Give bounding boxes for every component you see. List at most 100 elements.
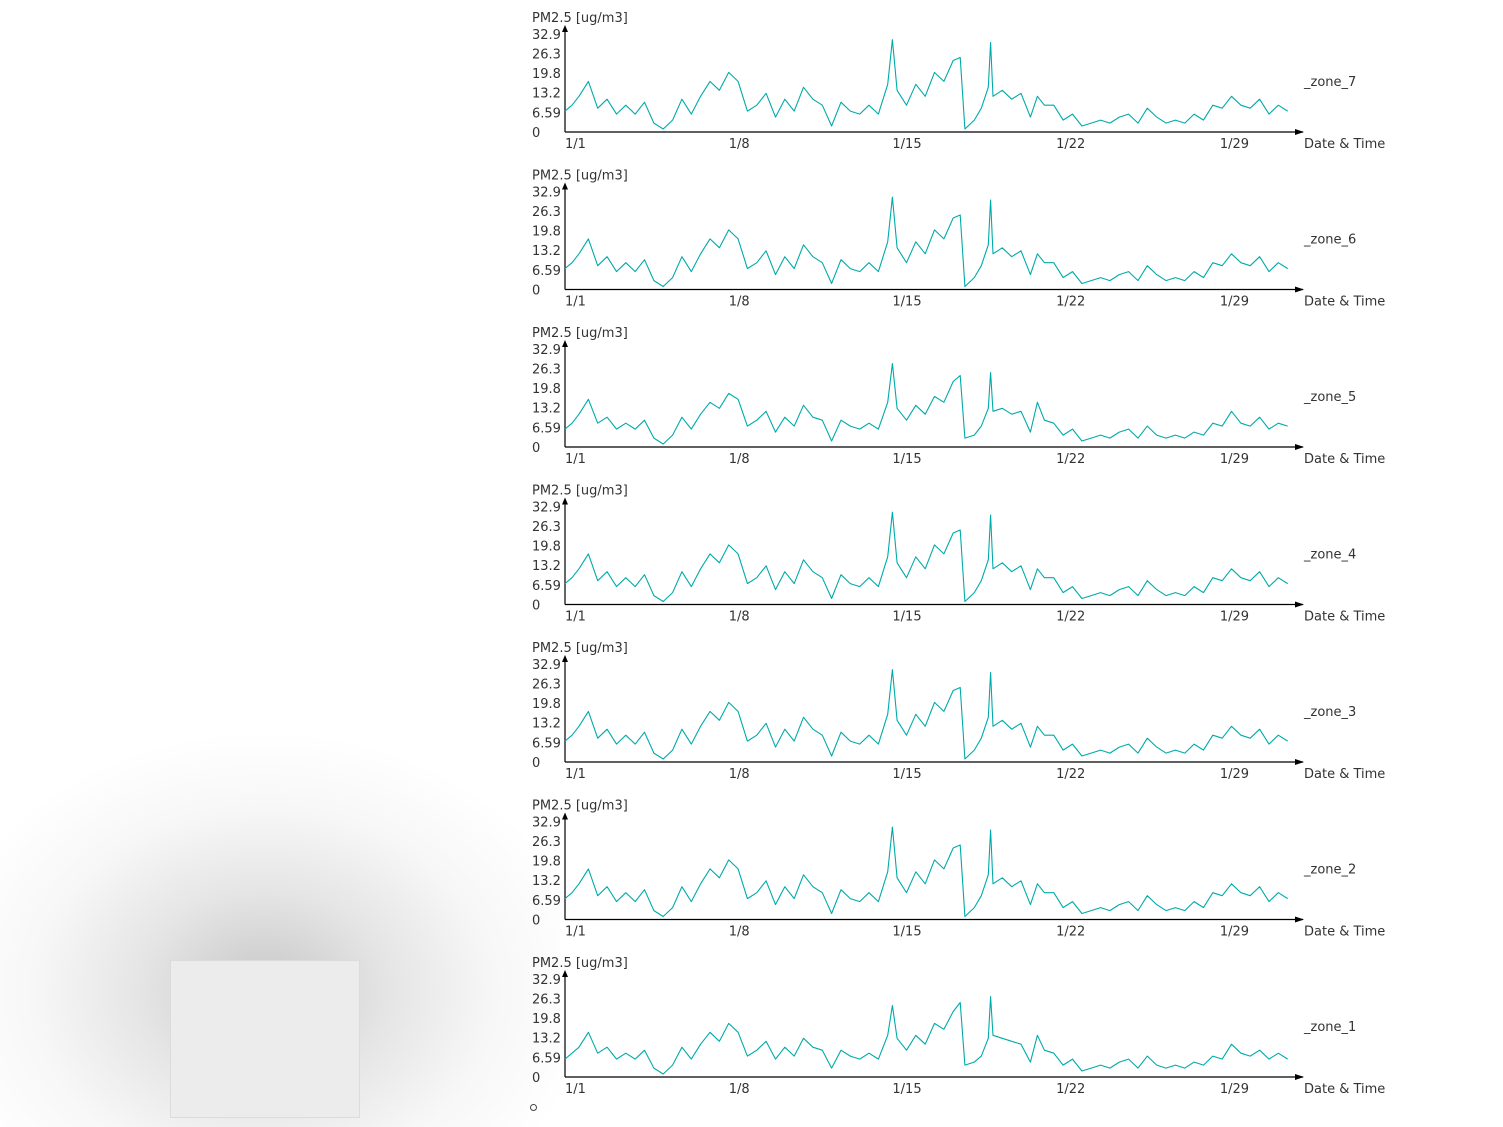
- y-tick-label: 19.8: [532, 225, 561, 240]
- pm25-series-line: [564, 39, 1288, 130]
- x-tick-label: 1/22: [1056, 137, 1085, 152]
- y-tick-label: 6.59: [532, 264, 561, 279]
- x-axis-label: Date & Time: [1304, 452, 1385, 467]
- y-axis-label: PM2.5 [ug/m3]: [532, 641, 628, 656]
- x-tick-label: 1/29: [1220, 767, 1249, 782]
- y-tick-label: 6.59: [532, 1051, 561, 1066]
- pm25-series-line: [564, 196, 1288, 288]
- origin-marker: [530, 1104, 537, 1111]
- building-box-3d[interactable]: [170, 960, 360, 1118]
- zone-label: _zone_6: [1303, 233, 1356, 248]
- y-tick-label: 26.3: [532, 993, 561, 1008]
- y-tick-label: 26.3: [532, 678, 561, 693]
- x-tick-label: 1/8: [729, 137, 750, 152]
- y-tick-label: 19.8: [532, 697, 561, 712]
- y-axis-label: PM2.5 [ug/m3]: [532, 799, 628, 814]
- x-tick-label: 1/22: [1056, 767, 1085, 782]
- x-tick-label: 1/22: [1056, 1082, 1085, 1097]
- pm25-series-line: [564, 996, 1288, 1075]
- y-tick-label: 26.3: [532, 48, 561, 63]
- y-axis-arrow: [562, 655, 568, 662]
- y-tick-label: 32.9: [532, 501, 561, 516]
- y-tick-label: 19.8: [532, 67, 561, 82]
- y-tick-label: 32.9: [532, 343, 561, 358]
- y-axis-arrow: [562, 497, 568, 505]
- x-axis-arrow: [1295, 1074, 1304, 1080]
- x-tick-label: 1/1: [565, 452, 586, 467]
- x-tick-label: 1/8: [729, 767, 750, 782]
- zone-label: _zone_5: [1303, 390, 1356, 405]
- x-tick-label: 1/15: [892, 137, 921, 152]
- y-tick-label: 0: [532, 599, 540, 614]
- x-axis-label: Date & Time: [1304, 137, 1385, 152]
- chart-panel-zone_3: PM2.5 [ug/m3] 32.9 26.3 19.8 13.2 6.59 0 1/1 1/8…: [532, 641, 1385, 782]
- x-tick-label: 1/1: [565, 610, 586, 625]
- x-tick-label: 1/22: [1056, 925, 1085, 940]
- x-tick-label: 1/15: [892, 295, 921, 310]
- y-tick-label: 19.8: [532, 1012, 561, 1027]
- x-axis-arrow: [1295, 286, 1304, 293]
- y-tick-label: 13.2: [532, 244, 561, 259]
- x-tick-label: 1/1: [565, 767, 586, 782]
- y-tick-label: 0: [532, 441, 540, 456]
- zone-label: _zone_3: [1303, 705, 1356, 720]
- chart-panel-zone_5: PM2.5 [ug/m3] 32.9 26.3 19.8 13.2 6.59 0 1/1 1/8…: [532, 326, 1385, 467]
- x-axis-arrow: [1295, 759, 1304, 765]
- x-tick-label: 1/15: [892, 925, 921, 940]
- y-tick-label: 13.2: [532, 87, 561, 102]
- x-axis-arrow: [1295, 916, 1304, 923]
- y-tick-label: 19.8: [532, 540, 561, 555]
- y-axis-arrow: [562, 970, 568, 977]
- y-tick-label: 0: [532, 126, 540, 141]
- x-axis-label: Date & Time: [1304, 610, 1385, 625]
- x-tick-label: 1/15: [892, 452, 921, 467]
- y-tick-label: 26.3: [532, 205, 561, 220]
- y-tick-label: 13.2: [532, 717, 561, 732]
- y-axis-label: PM2.5 [ug/m3]: [532, 11, 628, 26]
- x-tick-label: 1/22: [1056, 295, 1085, 310]
- x-tick-label: 1/29: [1220, 925, 1249, 940]
- y-axis-arrow: [562, 812, 568, 820]
- y-tick-label: 13.2: [532, 874, 561, 889]
- x-tick-label: 1/15: [892, 767, 921, 782]
- y-axis-arrow: [562, 25, 568, 32]
- x-tick-label: 1/8: [729, 610, 750, 625]
- zone-label: _zone_1: [1303, 1020, 1356, 1035]
- y-tick-label: 26.3: [532, 520, 561, 535]
- y-tick-label: 32.9: [532, 816, 561, 831]
- chart-panel-zone_4: PM2.5 [ug/m3] 32.9 26.3 19.8 13.2 6.59 0 1/1 1/8…: [532, 484, 1385, 625]
- x-axis-label: Date & Time: [1304, 1082, 1385, 1097]
- y-axis-label: PM2.5 [ug/m3]: [532, 956, 628, 971]
- y-tick-label: 19.8: [532, 855, 561, 870]
- x-tick-label: 1/1: [565, 1082, 586, 1097]
- x-axis-label: Date & Time: [1304, 767, 1385, 782]
- x-tick-label: 1/1: [565, 295, 586, 310]
- y-tick-label: 26.3: [532, 363, 561, 378]
- y-tick-label: 13.2: [532, 1032, 561, 1047]
- x-tick-label: 1/22: [1056, 610, 1085, 625]
- chart-panel-zone_1: PM2.5 [ug/m3] 32.9 26.3 19.8 13.2 6.59 0 1/1 1/8…: [532, 956, 1385, 1097]
- x-tick-label: 1/15: [892, 610, 921, 625]
- y-tick-label: 6.59: [532, 894, 561, 909]
- y-tick-label: 0: [532, 756, 540, 771]
- chart-panel-zone_2: PM2.5 [ug/m3] 32.9 26.3 19.8 13.2 6.59 0 1/1 1/8…: [532, 799, 1385, 940]
- y-axis-arrow: [562, 340, 568, 347]
- x-tick-label: 1/29: [1220, 610, 1249, 625]
- x-tick-label: 1/29: [1220, 137, 1249, 152]
- y-tick-label: 13.2: [532, 559, 561, 574]
- y-tick-label: 0: [532, 284, 540, 299]
- y-tick-label: 32.9: [532, 28, 561, 43]
- x-tick-label: 1/8: [729, 1082, 750, 1097]
- y-axis-label: PM2.5 [ug/m3]: [532, 484, 628, 499]
- x-axis-label: Date & Time: [1304, 295, 1385, 310]
- pm25-series-line: [564, 511, 1288, 603]
- x-tick-label: 1/15: [892, 1082, 921, 1097]
- y-tick-label: 32.9: [532, 186, 561, 201]
- y-tick-label: 26.3: [532, 835, 561, 850]
- x-tick-label: 1/8: [729, 925, 750, 940]
- y-axis-arrow: [562, 182, 568, 190]
- x-tick-label: 1/29: [1220, 452, 1249, 467]
- x-tick-label: 1/29: [1220, 295, 1249, 310]
- y-tick-label: 0: [532, 1071, 540, 1086]
- x-tick-label: 1/29: [1220, 1082, 1249, 1097]
